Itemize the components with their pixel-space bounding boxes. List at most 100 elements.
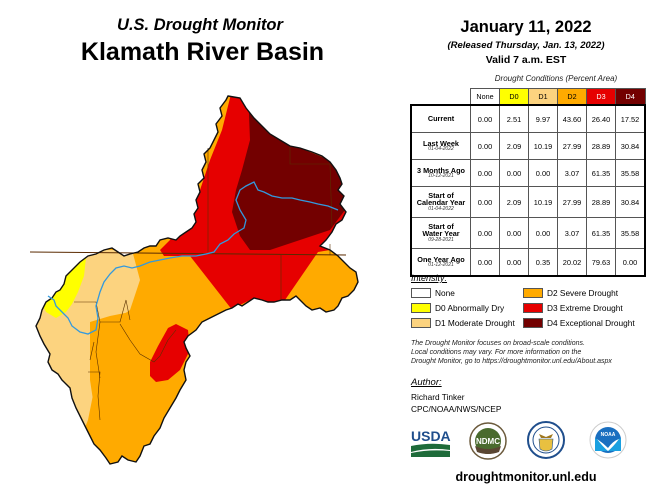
cell-d2: 20.02: [557, 248, 587, 277]
cell-d0: 0.00: [499, 217, 529, 249]
legend-item-d3: D3 Extreme Drought: [523, 302, 623, 314]
map-title: Klamath River Basin: [80, 38, 325, 66]
col-d3: D3: [586, 88, 616, 106]
website-link[interactable]: droughtmonitor.unl.edu: [455, 470, 597, 484]
legend-item-none: None: [411, 287, 455, 299]
col-d2: D2: [557, 88, 587, 106]
cell-d3: 28.89: [586, 132, 616, 160]
cell-d4: 0.00: [615, 248, 646, 277]
cell-d4: 30.84: [615, 132, 646, 160]
row-label-text: Last Week: [423, 138, 459, 148]
legend-swatch: [523, 318, 543, 328]
legend-swatch: [411, 303, 431, 313]
cell-none: 0.00: [470, 248, 500, 277]
svg-text:NOAA: NOAA: [601, 432, 616, 438]
legend-item-d0: D0 Abnormally Dry: [411, 302, 504, 314]
cell-d2: 3.07: [557, 217, 587, 249]
table-row-one-year-ago: One Year Ago 01-12-2021 0.00 0.00 0.35 20…: [410, 248, 646, 277]
row-label-text: One Year Ago: [417, 254, 465, 264]
table-row-start-water-year: Start of Water Year 09-28-2021 0.00 0.00 0…: [410, 217, 646, 249]
col-d0: D0: [499, 88, 529, 106]
legend-label: D0 Abnormally Dry: [435, 303, 505, 313]
cell-d4: 30.84: [615, 186, 646, 218]
note-line: Local conditions may vary. For more info…: [411, 349, 582, 356]
drought-map: [29, 95, 359, 465]
author-heading: Author:: [411, 377, 442, 388]
row-label-text-2: Calendar Year: [416, 198, 466, 208]
row-label: Start of Calendar Year 01-04-2022: [410, 186, 471, 218]
cell-d4: 35.58: [615, 159, 646, 187]
cell-d2: 27.99: [557, 186, 587, 218]
note-line[interactable]: Drought Monitor, go to https://droughtmo…: [411, 358, 612, 365]
cell-d0: 2.09: [499, 132, 529, 160]
disclaimer-note: The Drought Monitor focuses on broad-sca…: [411, 339, 645, 366]
legend-label: None: [435, 288, 455, 298]
legend-item-d1: D1 Moderate Drought: [411, 317, 515, 329]
cell-d1: 0.00: [528, 159, 558, 187]
author-name: Richard Tinker: [411, 392, 465, 402]
row-date: 01-04-2022: [428, 146, 454, 153]
cell-d0: 2.09: [499, 186, 529, 218]
row-label-text-2: Water Year: [422, 229, 460, 239]
partner-logos: USDA NDMC NOAA: [405, 420, 647, 460]
legend-swatch: [411, 288, 431, 298]
release-date: (Released Thursday, Jan. 13, 2022): [447, 40, 605, 51]
drought-conditions-table: None D0 D1 D2 D3 D4 Current 0.00 2.51 9.…: [410, 88, 646, 277]
author-org: CPC/NOAA/NWS/NCEP: [411, 404, 502, 414]
table-row-start-calendar-year: Start of Calendar Year 01-04-2022 0.00 2.0…: [410, 186, 646, 218]
svg-text:NDMC: NDMC: [476, 437, 500, 446]
cell-d1: 0.35: [528, 248, 558, 277]
row-label: Start of Water Year 09-28-2021: [410, 217, 471, 249]
cell-none: 0.00: [470, 186, 500, 218]
row-date: 10-12-2021: [428, 173, 454, 180]
cell-none: 0.00: [470, 217, 500, 249]
row-label: 3 Months Ago 10-12-2021: [410, 159, 471, 187]
row-label-text: Current: [427, 114, 455, 124]
table-caption: Drought Conditions (Percent Area): [494, 74, 618, 83]
valid-time: Valid 7 a.m. EST: [485, 54, 567, 66]
table-header-row: None D0 D1 D2 D3 D4: [411, 88, 646, 106]
usda-logo-icon: USDA: [411, 428, 451, 457]
legend-label: D3 Extreme Drought: [547, 303, 623, 313]
legend-label: D1 Moderate Drought: [435, 318, 515, 328]
col-d4: D4: [615, 88, 646, 106]
table-corner: [411, 88, 471, 106]
cell-d2: 27.99: [557, 132, 587, 160]
col-d1: D1: [528, 88, 558, 106]
row-label-text: Start of: [428, 221, 454, 231]
legend-title: Intensity:: [411, 273, 448, 283]
row-date: 01-04-2022: [428, 206, 454, 213]
cell-d3: 61.35: [586, 159, 616, 187]
noaa-logo-icon: NOAA: [589, 421, 627, 459]
author-block: Richard Tinker CPC/NOAA/NWS/NCEP: [411, 391, 501, 415]
cell-d0: 0.00: [499, 159, 529, 187]
legend-item-d4: D4 Exceptional Drought: [523, 317, 635, 329]
cell-none: 0.00: [470, 132, 500, 160]
legend-swatch: [523, 303, 543, 313]
legend-item-d2: D2 Severe Drought: [523, 287, 618, 299]
legend-label: D4 Exceptional Drought: [547, 318, 635, 328]
table-row-current: Current 0.00 2.51 9.97 43.60 26.40 17.52: [410, 104, 646, 133]
ndmc-logo-icon: NDMC: [469, 422, 507, 460]
svg-text:USDA: USDA: [411, 428, 451, 444]
cell-d4: 17.52: [615, 104, 646, 133]
legend-swatch: [523, 288, 543, 298]
cell-d2: 43.60: [557, 104, 587, 133]
cell-d3: 26.40: [586, 104, 616, 133]
cell-d3: 28.89: [586, 186, 616, 218]
cell-d4: 35.58: [615, 217, 646, 249]
cell-none: 0.00: [470, 159, 500, 187]
row-date: 09-28-2021: [428, 237, 454, 244]
row-label: One Year Ago 01-12-2021: [410, 248, 471, 277]
cell-d1: 0.00: [528, 217, 558, 249]
cell-d0: 2.51: [499, 104, 529, 133]
col-none: None: [470, 88, 500, 106]
cell-d2: 3.07: [557, 159, 587, 187]
row-label-text: 3 Months Ago: [417, 165, 465, 175]
row-label: Last Week 01-04-2022: [410, 132, 471, 160]
note-line: The Drought Monitor focuses on broad-sca…: [411, 340, 585, 347]
cell-d1: 10.19: [528, 186, 558, 218]
cell-d3: 79.63: [586, 248, 616, 277]
row-label: Current: [410, 104, 471, 133]
cell-d1: 10.19: [528, 132, 558, 160]
